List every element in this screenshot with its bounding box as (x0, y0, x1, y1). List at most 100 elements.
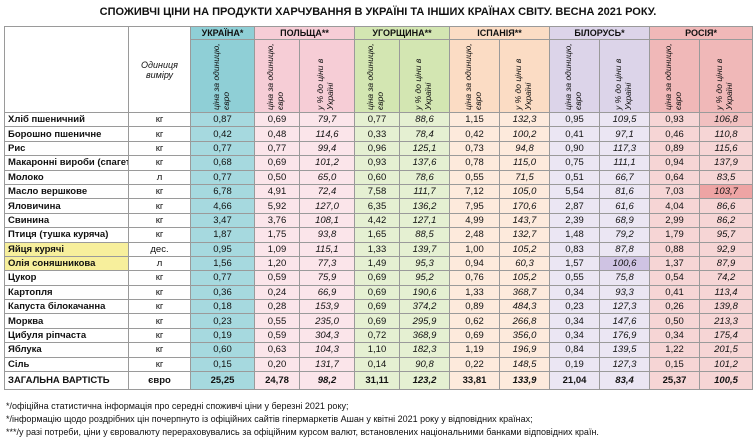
unit: л (128, 169, 191, 185)
value: 6,35 (354, 198, 400, 214)
value: 0,34 (549, 284, 601, 301)
value: 196,9 (499, 342, 551, 358)
item-name: Сіль (4, 356, 129, 373)
value: 98,2 (299, 371, 355, 391)
item-name: Макаронні вироби (спагетті) (4, 155, 129, 171)
value: 106,8 (699, 111, 754, 128)
value: 0,76 (449, 270, 501, 286)
value: 295,9 (398, 313, 451, 329)
item-name: Яловичина (4, 198, 129, 214)
value: 0,26 (649, 299, 701, 315)
table-row: Рис кг 0,77 0,77 99,4 0,96 125,1 0,73 94,8 0,90 11… (4, 140, 754, 157)
value: 0,19 (190, 327, 255, 344)
value: 213,3 (699, 313, 754, 329)
value: 374,2 (398, 299, 451, 315)
value: 0,95 (190, 241, 255, 257)
value: 0,96 (354, 140, 400, 157)
value: 0,84 (549, 342, 601, 358)
value: 0,41 (549, 126, 601, 142)
value: 86,6 (699, 198, 754, 214)
value: 88,6 (398, 111, 451, 128)
value: 0,23 (190, 313, 255, 329)
value: 148,5 (499, 356, 551, 373)
value: 101,2 (699, 356, 754, 373)
unit: кг (128, 270, 191, 286)
value: 1,48 (549, 227, 601, 243)
value: 6,78 (190, 183, 255, 200)
value: 117,3 (599, 140, 651, 157)
subheader: у % до ціни в Україні (699, 39, 754, 113)
value: 7,58 (354, 183, 400, 200)
country-header: УКРАЇНА* (190, 26, 255, 40)
value: 65,0 (299, 169, 355, 185)
value: 176,9 (599, 327, 651, 344)
table-row: Молоко л 0,77 0,50 65,0 0,60 78,6 0,55 71,5 0,51 6… (4, 169, 754, 185)
value: 93,8 (299, 227, 355, 243)
country-header: УГОРЩИНА** (353, 26, 451, 40)
unit: кг (128, 183, 191, 200)
unit: кг (128, 299, 191, 315)
value: 101,2 (299, 155, 355, 171)
value: 1,79 (649, 227, 701, 243)
table-row: Макаронні вироби (спагетті) кг 0,68 0,69 101… (4, 155, 754, 171)
value: 1,75 (254, 227, 300, 243)
value: 95,7 (699, 227, 754, 243)
subheader-text: у % до ціни в Україні (412, 58, 433, 110)
value: 0,93 (354, 155, 400, 171)
value: 90,8 (398, 356, 451, 373)
value: 1,33 (449, 284, 501, 301)
value: 1,37 (649, 255, 701, 272)
unit: кг (128, 227, 191, 243)
value: 0,15 (649, 356, 701, 373)
value: 87,9 (699, 255, 754, 272)
value: 0,69 (354, 284, 400, 301)
value: 31,11 (354, 371, 400, 391)
value: 83,4 (599, 371, 651, 391)
unit: євро (128, 371, 191, 391)
table-row: Олія соняшникова л 1,56 1,20 77,3 1,49 95,3 0,9… (4, 255, 754, 272)
table-row: Масло вершкове кг 6,78 4,91 72,4 7,58 111,7 7,1… (4, 183, 754, 200)
value: 0,24 (254, 284, 300, 301)
value: 0,69 (354, 270, 400, 286)
value: 0,33 (354, 126, 400, 142)
value: 133,9 (499, 371, 551, 391)
unit: кг (128, 313, 191, 329)
value: 484,3 (499, 299, 551, 315)
value: 100,5 (699, 371, 754, 391)
value: 109,5 (599, 111, 651, 128)
value: 0,42 (190, 126, 255, 142)
value: 139,8 (699, 299, 754, 315)
subheader: у % до ціни в Україні (398, 39, 451, 113)
unit: л (128, 255, 191, 272)
value: 139,5 (599, 342, 651, 358)
value: 368,7 (499, 284, 551, 301)
value: 81,6 (599, 183, 651, 200)
value: 190,6 (398, 284, 451, 301)
value: 115,1 (299, 241, 355, 257)
country-header: БІЛОРУСЬ* (549, 26, 651, 40)
value: 266,8 (499, 313, 551, 329)
value: 94,8 (499, 140, 551, 157)
value: 132,3 (499, 111, 551, 128)
value: 125,1 (398, 140, 451, 157)
value: 147,6 (599, 313, 651, 329)
value: 132,7 (499, 227, 551, 243)
value: 75,9 (299, 270, 355, 286)
value: 123,2 (398, 371, 451, 391)
value: 7,95 (449, 198, 501, 214)
subheader: у % до ціни в Україні (599, 39, 651, 113)
value: 0,59 (254, 327, 300, 344)
value: 25,25 (190, 371, 255, 391)
value: 95,2 (398, 270, 451, 286)
value: 0,60 (354, 169, 400, 185)
unit-header: Одиниця виміру (128, 26, 191, 113)
value: 3,47 (190, 212, 255, 229)
item-name: Капуста білокачанна (4, 299, 129, 315)
item-name: Свинина (4, 212, 129, 229)
value: 0,59 (254, 270, 300, 286)
price-table: Одиниця виміру УКРАЇНА* ПОЛЬЩА** УГОРЩИНА**… (4, 26, 754, 391)
subheader-text: ціна за одиницю, євро (662, 43, 683, 110)
value: 127,0 (299, 198, 355, 214)
value: 1,56 (190, 255, 255, 272)
value: 0,94 (449, 255, 501, 272)
